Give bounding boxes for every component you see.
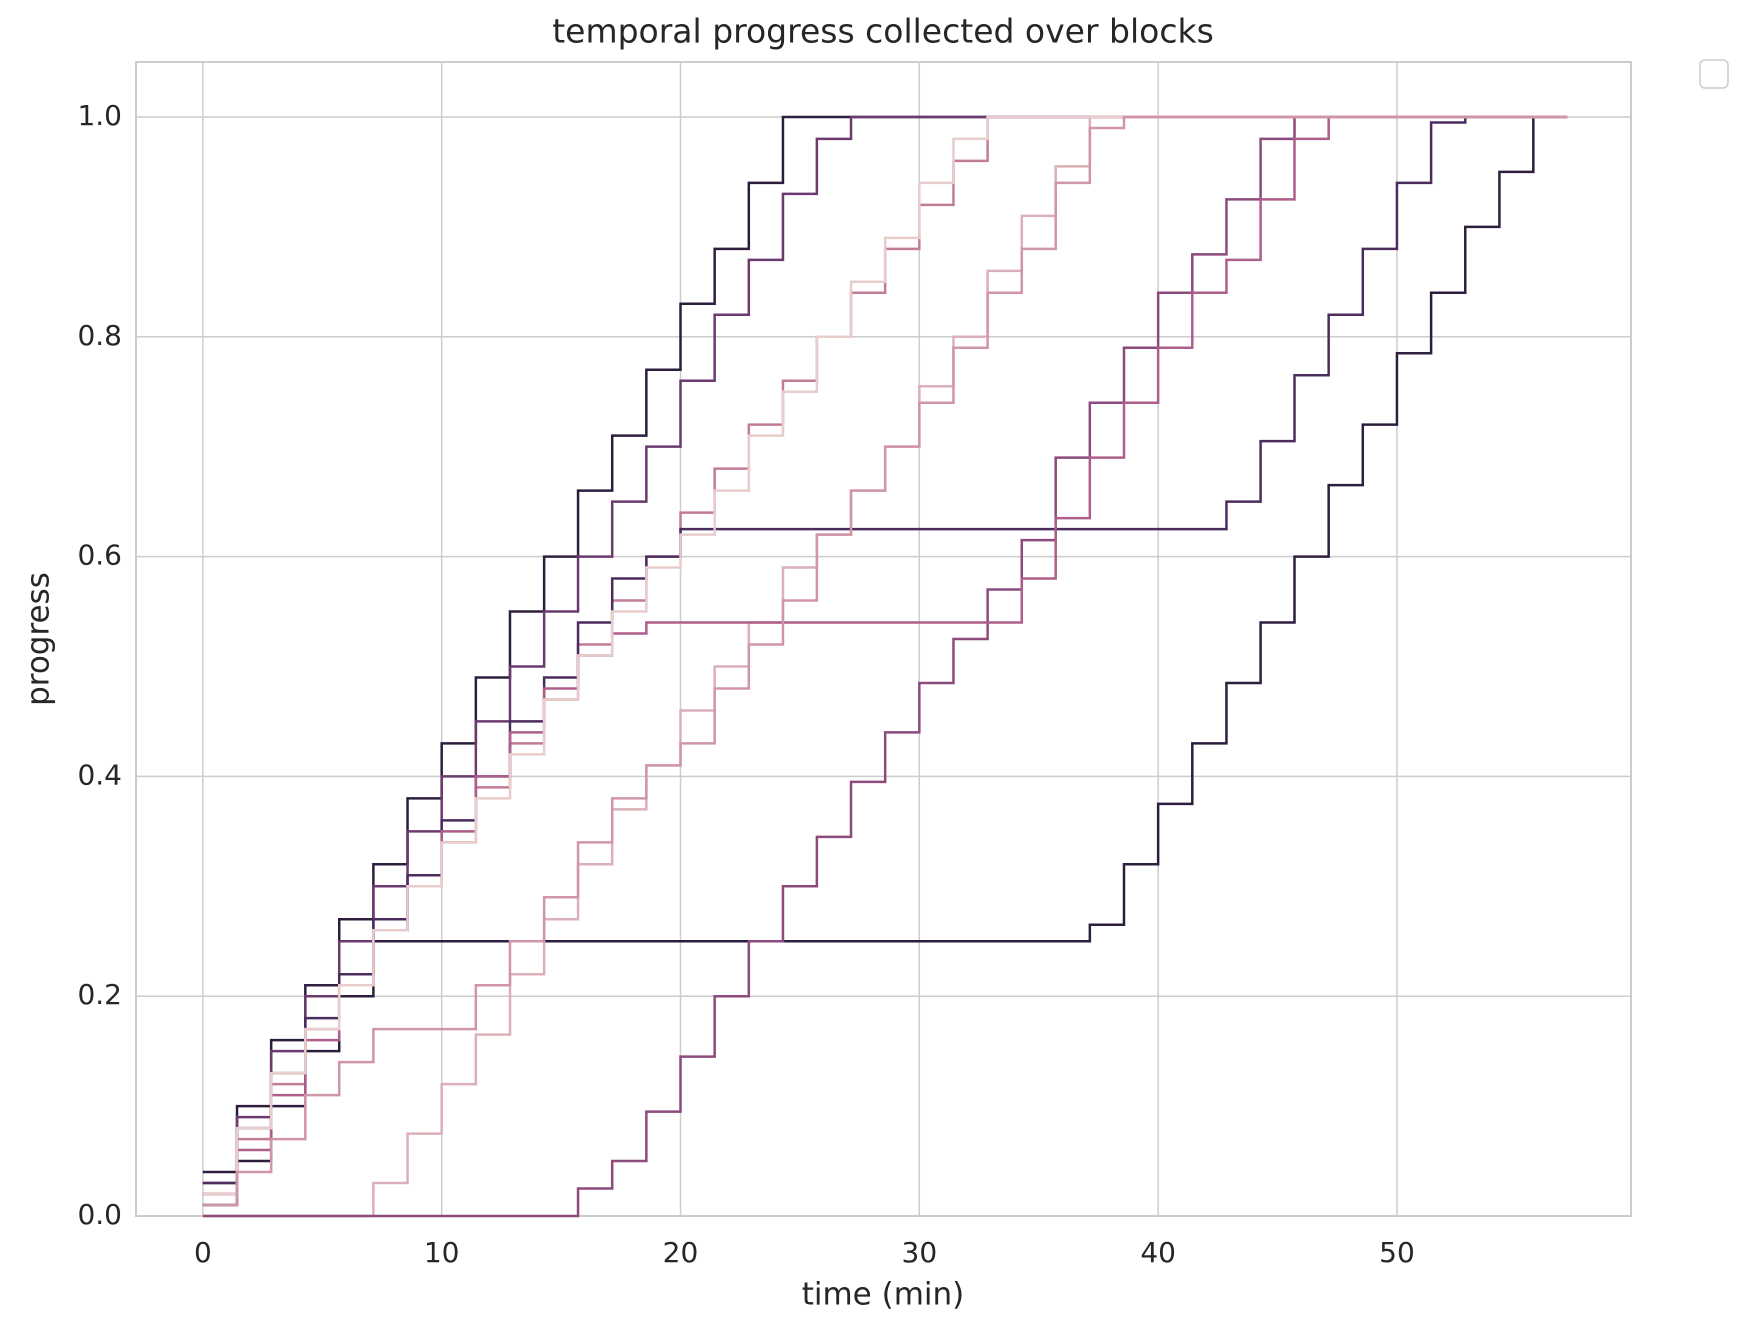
step-line — [202, 115, 1568, 1196]
x-tick-label: 30 — [902, 1236, 938, 1269]
y-tick-label: 0.8 — [77, 319, 122, 352]
step-line — [202, 115, 1568, 1218]
chart-title: temporal progress collected over blocks — [552, 12, 1214, 51]
x-tick-label: 20 — [663, 1236, 699, 1269]
y-tick-label: 1.0 — [77, 99, 122, 132]
plot-frame — [135, 61, 1632, 1217]
step-line — [202, 115, 1568, 1218]
x-tick-label: 10 — [424, 1236, 460, 1269]
y-tick-label: 0.2 — [77, 978, 122, 1011]
y-tick-label: 0.6 — [77, 539, 122, 572]
step-line — [202, 115, 1568, 1207]
x-axis-label: time (min) — [802, 1277, 965, 1313]
x-tick-label: 0 — [194, 1236, 212, 1269]
y-tick-label: 0.4 — [77, 758, 122, 791]
y-tick-label: 0.0 — [77, 1198, 122, 1231]
x-tick-label: 50 — [1379, 1236, 1415, 1269]
y-axis-label: progress — [21, 572, 57, 706]
x-tick-label: 40 — [1140, 1236, 1176, 1269]
step-line — [202, 115, 1568, 1185]
step-line — [202, 115, 1568, 1174]
step-line — [202, 115, 1568, 1207]
legend-box — [1699, 59, 1729, 89]
